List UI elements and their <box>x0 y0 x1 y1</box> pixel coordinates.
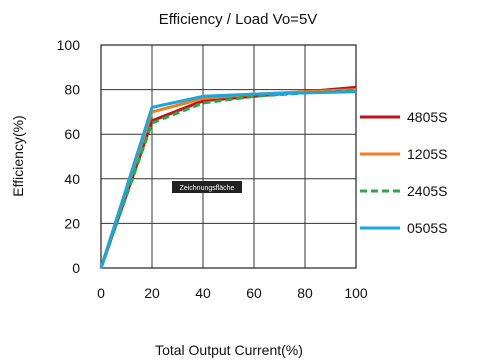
series-line-4805S <box>99 85 357 269</box>
y-tick-label: 0 <box>72 260 80 276</box>
y-tick-label: 20 <box>64 215 80 231</box>
series-line-2405S <box>99 89 357 269</box>
legend-label-2405S: 2405S <box>407 183 447 199</box>
y-axis-label: Efficiency(%) <box>10 115 26 196</box>
x-tick-label: 100 <box>344 285 368 301</box>
y-tick-label: 60 <box>64 126 80 142</box>
legend-label-0505S: 0505S <box>407 220 447 236</box>
x-axis-label: Total Output Current(%) <box>155 342 303 358</box>
y-tick-label: 80 <box>64 82 80 98</box>
x-tick-label: 60 <box>246 285 262 301</box>
tooltip-text: Zeichnungsfläche <box>180 185 235 192</box>
legend-label-4805S: 4805S <box>407 109 447 125</box>
x-tick-label: 40 <box>195 285 211 301</box>
plot-area-tooltip: Zeichnungsfläche <box>172 181 242 193</box>
y-tick-label: 40 <box>64 171 80 187</box>
x-tick-label: 80 <box>297 285 313 301</box>
tooltip-box <box>172 181 242 193</box>
plot-area <box>100 44 357 269</box>
legend-label-1205S: 1205S <box>407 146 447 162</box>
series-line-0505S <box>99 90 357 269</box>
y-tick-label: 100 <box>57 37 81 53</box>
x-axis-ticks: 0 20 40 60 80 100 <box>97 285 368 301</box>
y-axis-ticks: 0 20 40 60 80 100 <box>57 37 81 276</box>
legend: 4805S 1205S 2405S 0505S <box>360 109 447 236</box>
chart-title: Efficiency / Load Vo=5V <box>159 11 318 28</box>
series-lines <box>99 85 357 269</box>
x-tick-label: 20 <box>144 285 160 301</box>
x-tick-label: 0 <box>97 285 105 301</box>
